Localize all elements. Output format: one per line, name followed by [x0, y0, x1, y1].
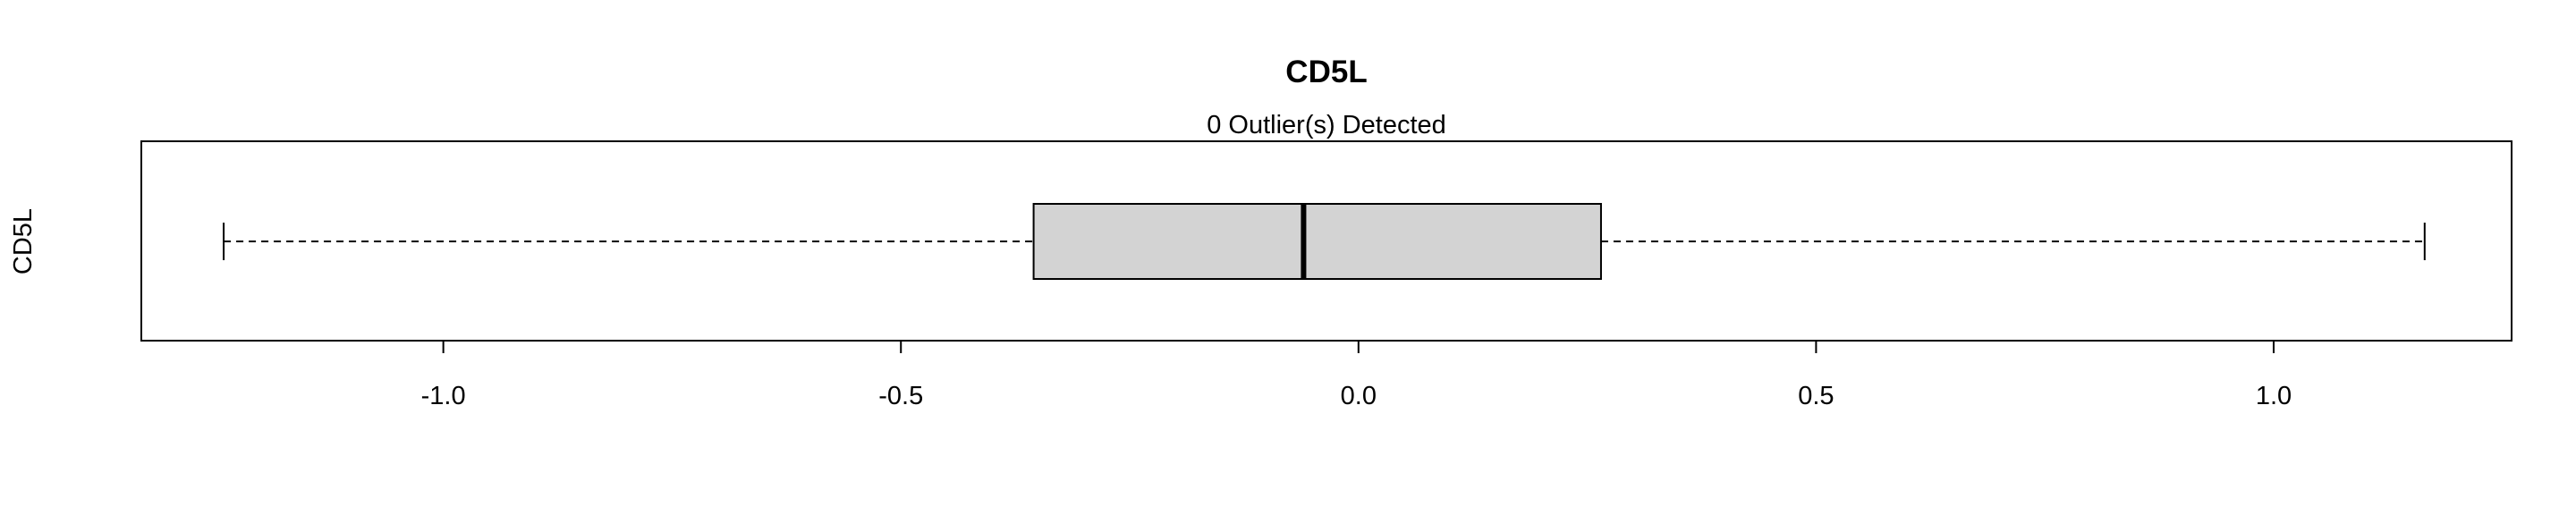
iqr-box — [1032, 203, 1602, 280]
chart-title: CD5L — [1285, 55, 1367, 89]
x-tick-label: 0.0 — [1341, 382, 1377, 410]
x-tick-label: 0.5 — [1798, 382, 1834, 410]
y-axis-label: CD5L — [9, 208, 38, 274]
x-tick-label: -0.5 — [878, 382, 923, 410]
chart-marks — [223, 203, 2426, 280]
chart-subtitle: 0 Outlier(s) Detected — [1207, 111, 1446, 139]
x-tick-label: -1.0 — [421, 382, 466, 410]
plot-frame — [140, 140, 2512, 342]
x-axis: -1.0 -0.5 0.0 0.5 1.0 — [421, 341, 2292, 410]
x-tick-label: 1.0 — [2256, 382, 2292, 410]
